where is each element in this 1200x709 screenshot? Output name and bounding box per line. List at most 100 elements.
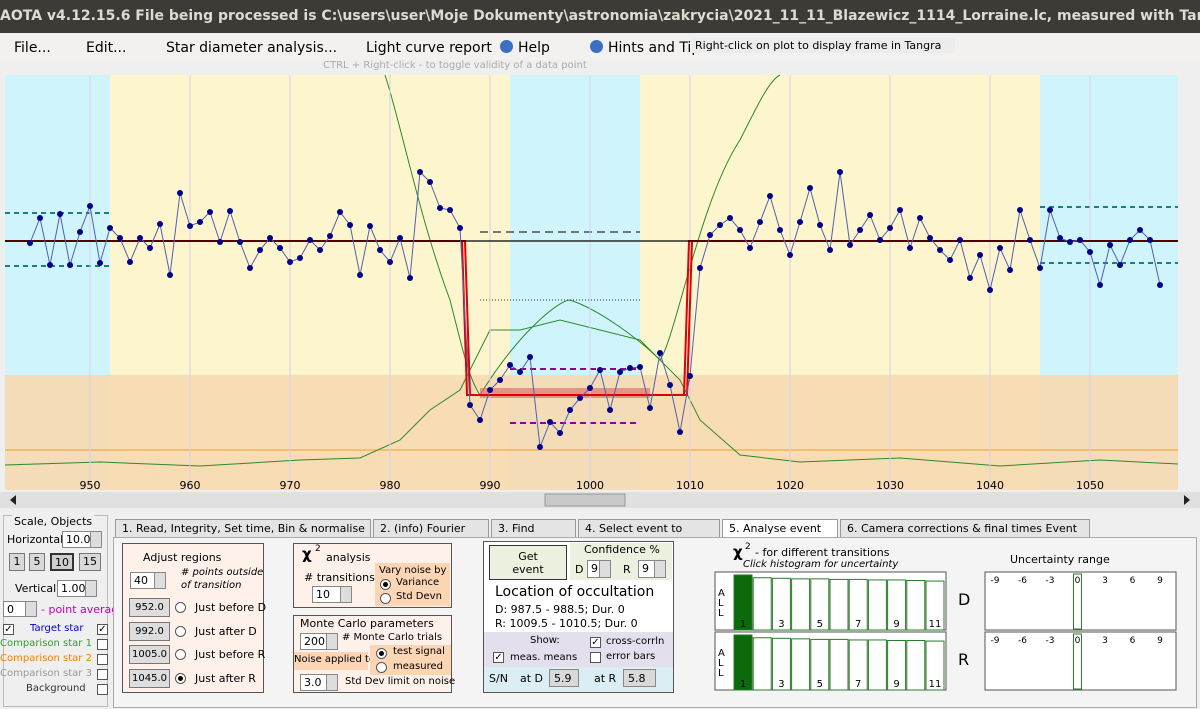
- data-point[interactable]: [417, 169, 423, 175]
- region-value[interactable]: 992.0: [129, 621, 170, 641]
- data-point[interactable]: [777, 227, 783, 233]
- data-point[interactable]: [307, 237, 313, 243]
- data-point[interactable]: [837, 169, 843, 175]
- data-point[interactable]: [957, 237, 963, 243]
- data-point[interactable]: [1107, 242, 1113, 248]
- data-point[interactable]: [317, 247, 323, 253]
- menu-item[interactable]: Hints and Tips: [608, 40, 708, 56]
- histogram-bar[interactable]: [771, 577, 791, 631]
- data-point[interactable]: [67, 262, 73, 268]
- data-point[interactable]: [1147, 237, 1153, 243]
- data-point[interactable]: [47, 262, 53, 268]
- data-point[interactable]: [657, 350, 663, 356]
- menu-item[interactable]: File...: [14, 40, 51, 56]
- data-point[interactable]: [897, 207, 903, 213]
- data-point[interactable]: [227, 208, 233, 214]
- data-point[interactable]: [1117, 262, 1123, 268]
- checkbox[interactable]: [97, 639, 108, 650]
- data-point[interactable]: [1157, 282, 1163, 288]
- checkbox[interactable]: [97, 669, 108, 680]
- histogram-bar[interactable]: [925, 640, 945, 691]
- data-point[interactable]: [987, 287, 993, 293]
- data-point[interactable]: [1057, 235, 1063, 241]
- data-point[interactable]: [117, 235, 123, 241]
- data-point[interactable]: [187, 223, 193, 229]
- data-point[interactable]: [447, 207, 453, 213]
- data-point[interactable]: [257, 247, 263, 253]
- data-point[interactable]: [147, 245, 153, 251]
- data-point[interactable]: [337, 209, 343, 215]
- histogram-bar[interactable]: [733, 634, 753, 691]
- menu-item[interactable]: Light curve report: [366, 40, 492, 56]
- data-point[interactable]: [667, 382, 673, 388]
- data-point[interactable]: [497, 377, 503, 383]
- data-point[interactable]: [1087, 249, 1093, 255]
- get-event-button[interactable]: Get event: [489, 545, 567, 580]
- radio[interactable]: [175, 672, 186, 684]
- histogram-bar[interactable]: [733, 574, 753, 631]
- data-point[interactable]: [807, 185, 813, 191]
- histogram-bar[interactable]: [867, 579, 887, 631]
- data-point[interactable]: [547, 419, 553, 425]
- data-point[interactable]: [707, 232, 713, 238]
- data-point[interactable]: [817, 222, 823, 228]
- histogram-bar[interactable]: [771, 637, 791, 691]
- data-point[interactable]: [737, 227, 743, 233]
- data-point[interactable]: [407, 275, 413, 281]
- data-point[interactable]: [827, 247, 833, 253]
- data-point[interactable]: [167, 272, 173, 278]
- data-point[interactable]: [287, 259, 293, 265]
- histogram-bar[interactable]: [887, 640, 907, 691]
- data-point[interactable]: [727, 215, 733, 221]
- data-point[interactable]: [1047, 207, 1053, 213]
- data-point[interactable]: [207, 209, 213, 215]
- data-point[interactable]: [217, 239, 223, 245]
- data-point[interactable]: [1017, 207, 1023, 213]
- checkbox[interactable]: ✓: [3, 624, 14, 635]
- data-point[interactable]: [717, 222, 723, 228]
- data-point[interactable]: [457, 225, 463, 231]
- data-point[interactable]: [37, 215, 43, 221]
- data-point[interactable]: [467, 402, 473, 408]
- tab[interactable]: 6. Camera corrections & final times Even…: [840, 519, 1090, 553]
- data-point[interactable]: [1037, 265, 1043, 271]
- data-point[interactable]: [27, 240, 33, 246]
- histogram-bar[interactable]: [791, 638, 811, 691]
- checkbox[interactable]: [97, 684, 108, 695]
- radio[interactable]: [175, 625, 186, 637]
- data-point[interactable]: [487, 387, 493, 393]
- data-point[interactable]: [787, 252, 793, 258]
- histogram-bar[interactable]: [906, 640, 926, 691]
- radio[interactable]: [175, 602, 186, 613]
- data-point[interactable]: [87, 203, 93, 209]
- radio[interactable]: [380, 593, 391, 604]
- data-point[interactable]: [477, 417, 483, 423]
- data-point[interactable]: [877, 237, 883, 243]
- data-point[interactable]: [797, 219, 803, 225]
- histogram-bar[interactable]: [810, 638, 830, 691]
- data-point[interactable]: [937, 247, 943, 253]
- data-point[interactable]: [537, 444, 543, 450]
- histogram-bar[interactable]: [829, 638, 849, 691]
- average-select[interactable]: 0: [3, 601, 37, 617]
- data-point[interactable]: [977, 252, 983, 258]
- radio[interactable]: [380, 579, 391, 590]
- region-value[interactable]: 952.0: [129, 598, 170, 617]
- data-point[interactable]: [557, 430, 563, 436]
- data-point[interactable]: [887, 225, 893, 231]
- checkbox[interactable]: ✓: [493, 652, 504, 663]
- data-point[interactable]: [607, 407, 613, 413]
- data-point[interactable]: [437, 205, 443, 211]
- vertical-scale[interactable]: 1.00: [57, 580, 97, 597]
- horizontal-scale[interactable]: 10.0: [62, 531, 102, 548]
- checkbox[interactable]: ✓: [590, 637, 601, 648]
- data-point[interactable]: [127, 259, 133, 265]
- histogram-bar[interactable]: [906, 580, 926, 631]
- data-point[interactable]: [917, 215, 923, 221]
- histogram-bar[interactable]: [752, 577, 772, 631]
- data-point[interactable]: [277, 245, 283, 251]
- data-point[interactable]: [697, 265, 703, 271]
- data-point[interactable]: [77, 229, 83, 235]
- data-point[interactable]: [907, 245, 913, 251]
- histogram-bar[interactable]: [829, 578, 849, 631]
